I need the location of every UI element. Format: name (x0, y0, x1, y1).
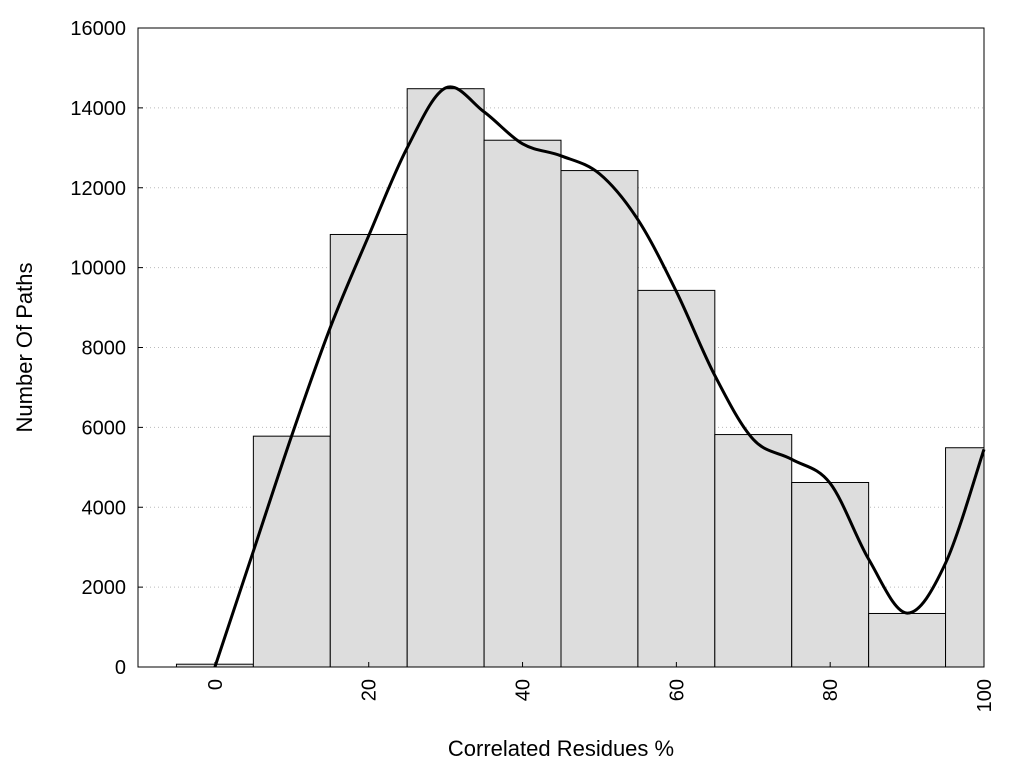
y-tick-label: 8000 (82, 338, 127, 360)
y-tick-label: 16000 (70, 18, 126, 40)
y-tick-label: 10000 (70, 258, 126, 280)
histogram-bar (791, 481, 870, 668)
histogram-bar (868, 612, 947, 668)
y-axis-ticks: 0 2000 4000 6000 8000 10000 12000 14000 16000 (70, 18, 143, 679)
histogram-bar (560, 170, 639, 668)
x-tick-label: 0 (205, 679, 227, 690)
y-tick-label: 12000 (70, 178, 126, 200)
x-axis-ticks: 0 20 40 60 80 100 (205, 662, 996, 712)
density-curve (213, 85, 986, 668)
y-tick-label: 6000 (82, 417, 127, 439)
x-tick-label: 80 (820, 679, 842, 701)
y-tick-label: 0 (115, 657, 126, 679)
histogram-bar (483, 139, 562, 668)
y-axis-title: Number Of Paths (12, 263, 37, 433)
y-tick-label: 2000 (82, 577, 127, 599)
x-axis-title: Correlated Residues % (448, 736, 674, 761)
x-tick-label: 40 (513, 679, 535, 701)
histogram-bar (406, 88, 485, 668)
density-curve-layer (213, 85, 986, 668)
histogram-bars (175, 88, 985, 668)
histogram-bar (945, 447, 985, 668)
x-tick-label: 100 (974, 679, 996, 712)
histogram-bar (637, 289, 716, 668)
y-tick-label: 14000 (70, 98, 126, 120)
histogram-bar (252, 435, 331, 668)
x-tick-label: 20 (359, 679, 381, 701)
y-tick-label: 4000 (82, 497, 127, 519)
histogram-bar (714, 434, 793, 668)
x-tick-label: 60 (666, 679, 688, 701)
